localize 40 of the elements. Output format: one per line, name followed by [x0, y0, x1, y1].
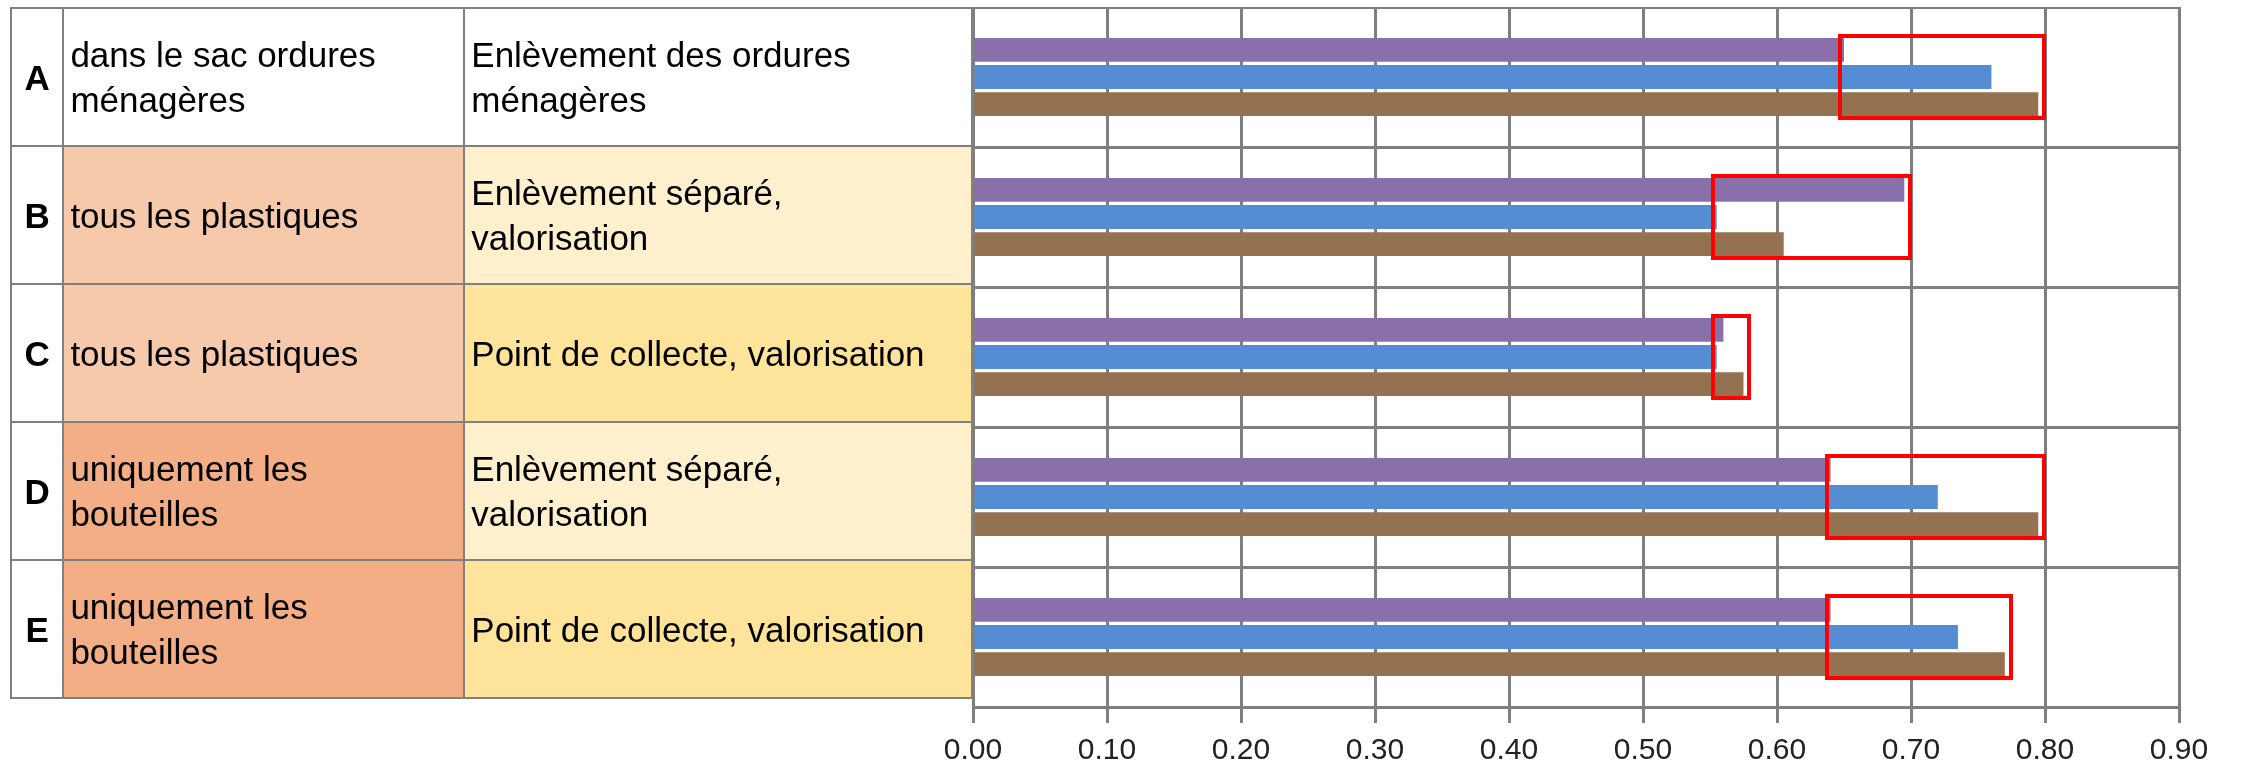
text: dans le sac ordures ménagères: [63, 8, 465, 146]
bar: [974, 512, 2039, 536]
text: uniquement les bouteilles: [63, 560, 465, 698]
text: uniquement les bouteilles: [63, 422, 465, 560]
x-tick-label: 0.90: [2149, 732, 2209, 766]
text: D: [11, 422, 64, 560]
text: A: [11, 8, 64, 146]
x-tick-label: 0.20: [1211, 732, 1271, 766]
x-tick-label: 0.70: [1881, 732, 1941, 766]
bar: [974, 92, 2039, 116]
text: Enlèvement des ordures ménagères: [464, 8, 972, 146]
text: tous les plastiques: [63, 146, 465, 284]
bar: [974, 458, 1831, 482]
x-tick-label: 0.00: [943, 732, 1003, 766]
text: Point de collecte, valorisation: [464, 284, 972, 422]
text: B: [11, 146, 64, 284]
x-tick-label: 0.30: [1345, 732, 1405, 766]
text: Point de collecte, valorisation: [464, 560, 972, 698]
bar: [974, 205, 1717, 229]
bar: [974, 232, 1784, 256]
x-tick-label: 0.10: [1077, 732, 1137, 766]
text: Enlèvement séparé, valorisation: [464, 422, 972, 560]
bar: [974, 485, 1938, 509]
x-tick-label: 0.40: [1479, 732, 1539, 766]
text: E: [11, 560, 64, 698]
bar: [974, 318, 1724, 342]
bar: [974, 178, 1905, 202]
bar: [974, 38, 1844, 62]
x-tick-label: 0.60: [1747, 732, 1807, 766]
x-tick-label: 0.80: [2015, 732, 2075, 766]
bar: [974, 652, 2005, 676]
text: tous les plastiques: [63, 284, 465, 422]
text: Enlèvement séparé, valorisation: [464, 146, 972, 284]
bar: [974, 372, 1744, 396]
bar: [974, 345, 1717, 369]
text: C: [11, 284, 64, 422]
bar: [974, 65, 1992, 89]
x-tick-label: 0.50: [1613, 732, 1673, 766]
bar: [974, 598, 1831, 622]
bar: [974, 625, 1958, 649]
